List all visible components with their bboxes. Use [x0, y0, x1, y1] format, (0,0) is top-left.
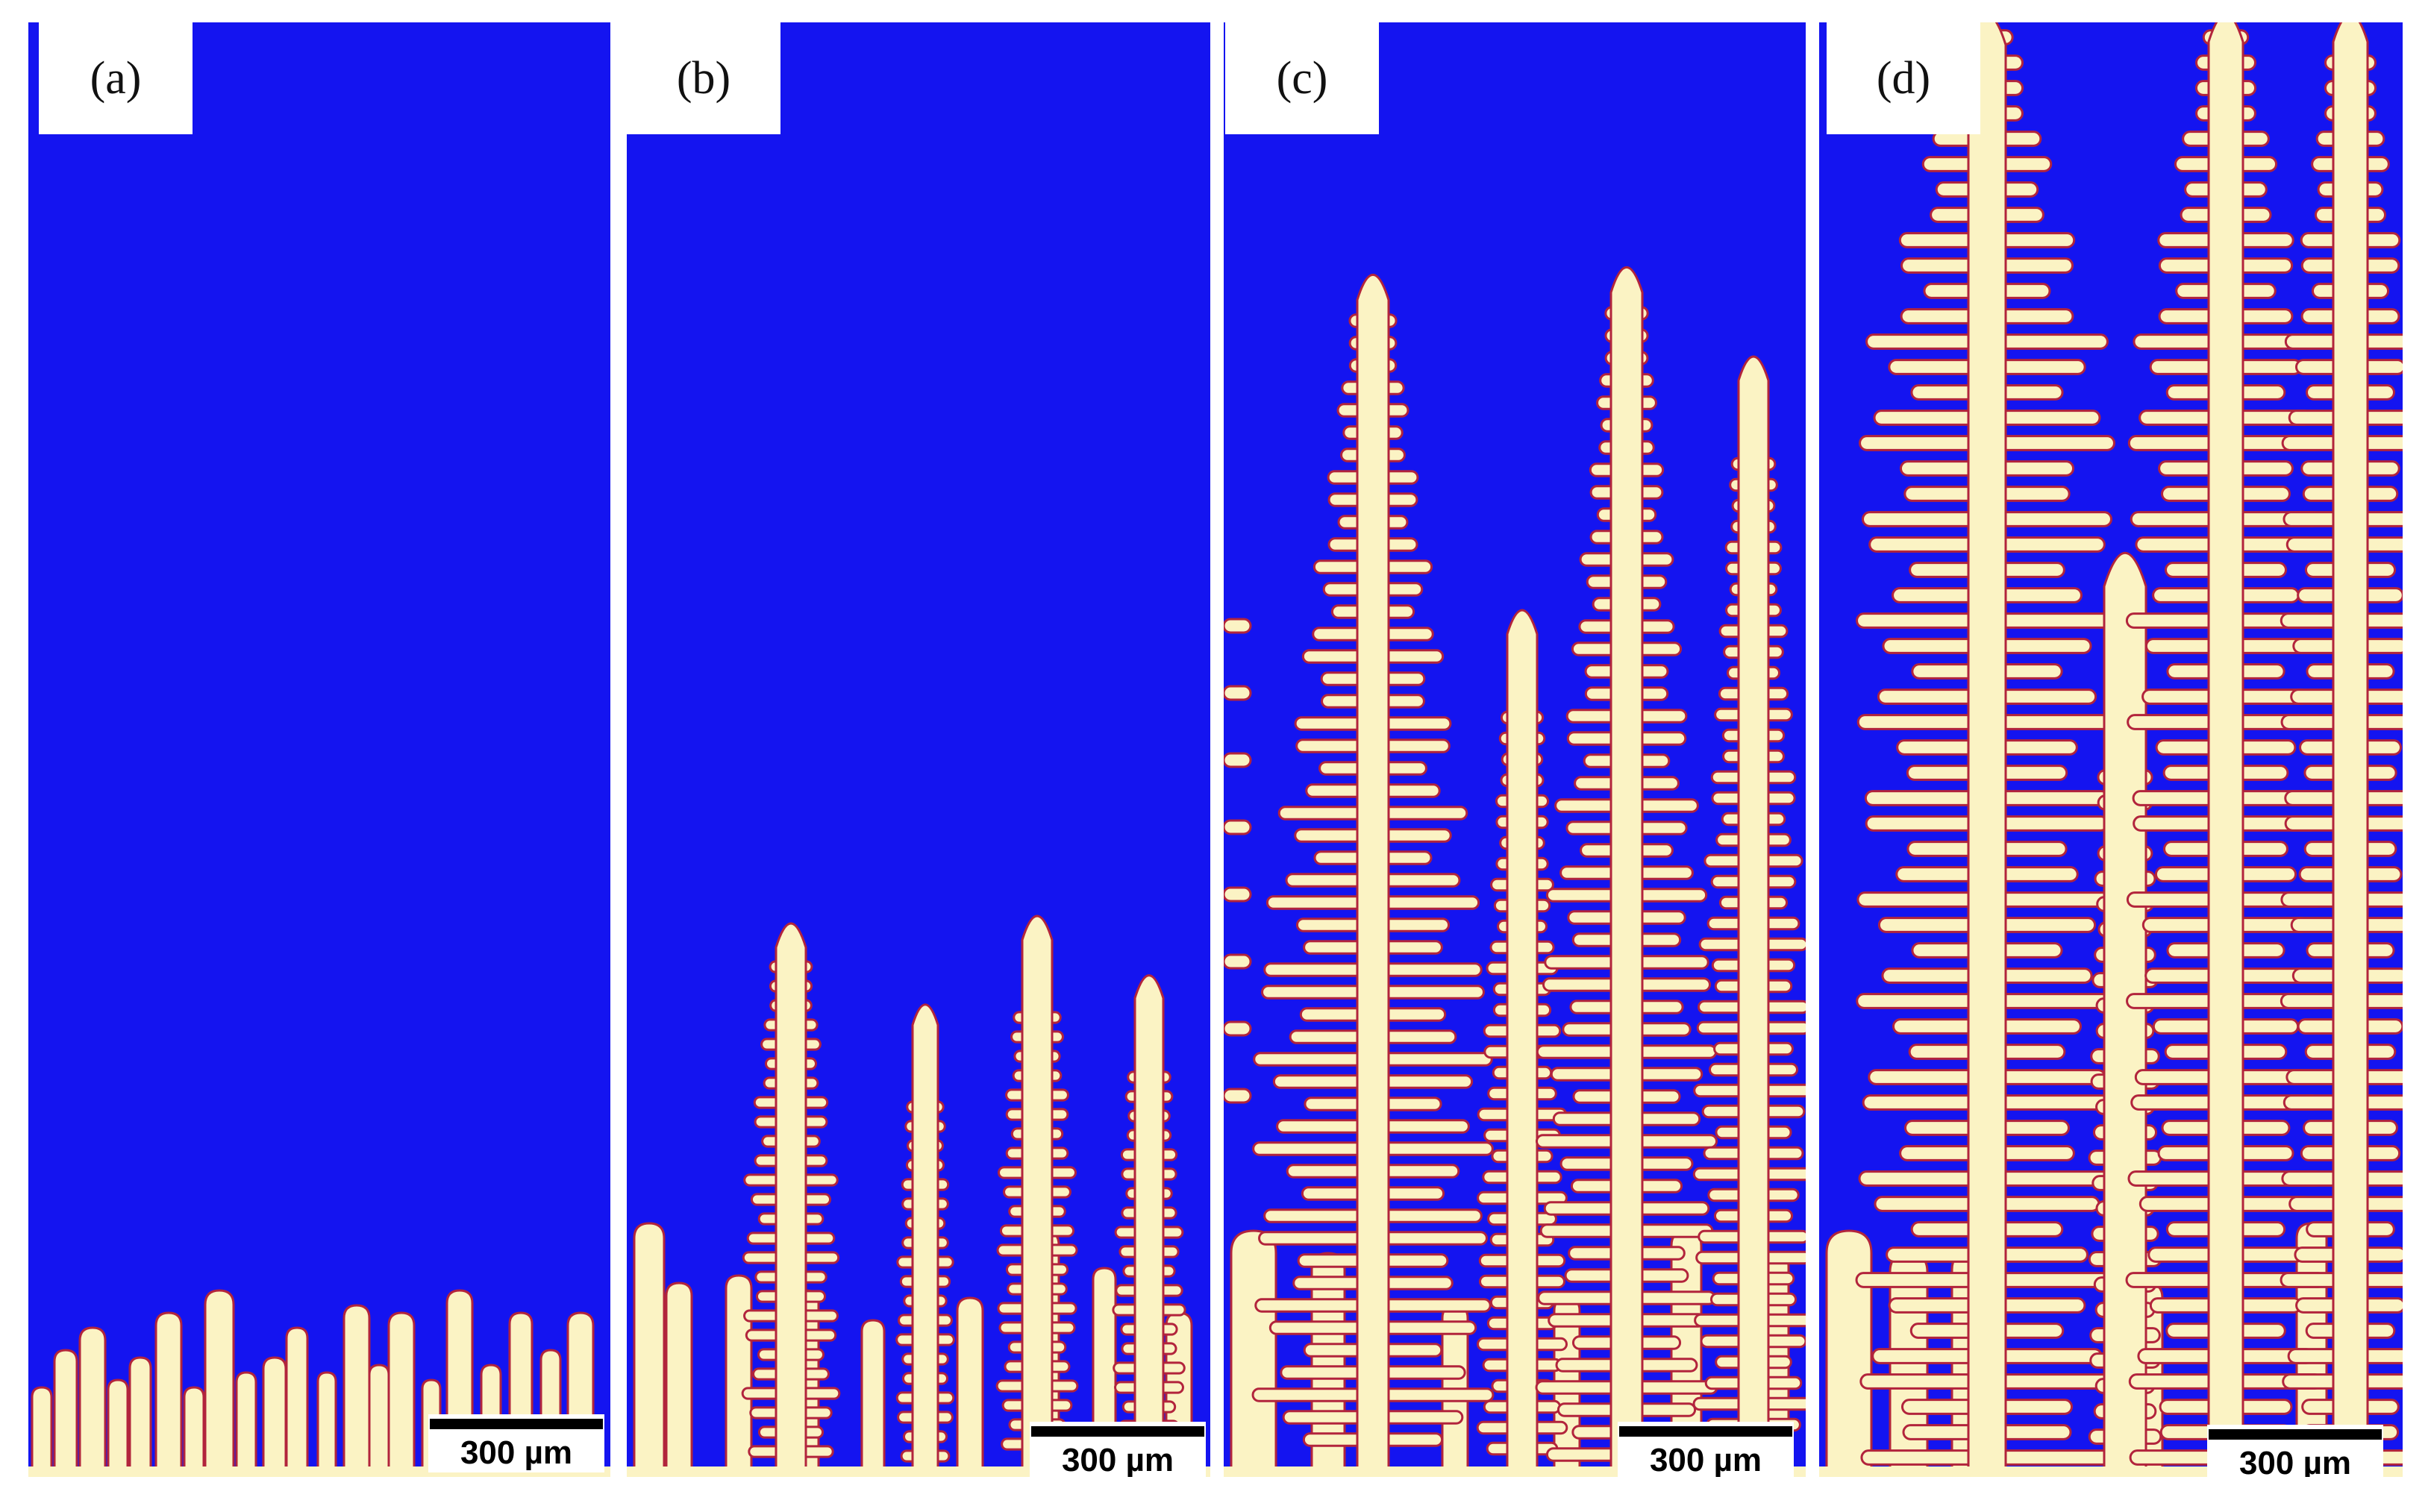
primary-dendrite [1356, 274, 1390, 1477]
scale-bar-line-b [1031, 1426, 1204, 1437]
primary-dendrite [2207, 22, 2244, 1477]
secondary-arm [1224, 953, 1252, 970]
dendrite-cell [1230, 1229, 1277, 1477]
panel-b: (b) 300 µm [627, 22, 1210, 1477]
scale-bar-c: 300 µm [1618, 1422, 1794, 1477]
dendrite-cell [235, 1371, 257, 1477]
dendrite-cell [725, 1274, 753, 1477]
secondary-arm [1224, 819, 1252, 835]
panel-c: (c) 300 µm [1224, 22, 1806, 1477]
primary-dendrite [1021, 915, 1054, 1477]
panel-label-box-b: (b) [627, 22, 780, 134]
dendrite-cell [1825, 1229, 1873, 1477]
dendrite-cell [860, 1319, 886, 1477]
primary-dendrite [1133, 974, 1165, 1477]
secondary-arm [1224, 886, 1252, 903]
dendrite-field-c [1224, 266, 1806, 1477]
panel-label-b: (b) [676, 52, 731, 104]
panel-d: (d) 300 µm [1819, 22, 2403, 1477]
secondary-arm [1224, 685, 1252, 701]
scale-bar-line-c [1619, 1426, 1792, 1437]
dendrite-cell [285, 1326, 309, 1477]
primary-dendrite [1609, 266, 1644, 1477]
dendrite-cell [665, 1282, 693, 1477]
dendrite-cell [633, 1222, 666, 1477]
secondary-arm [1224, 752, 1252, 768]
dendrite-cell [78, 1326, 107, 1477]
dendrite-cell [368, 1364, 390, 1477]
panel-label-d: (d) [1876, 52, 1931, 104]
dendrite-cell [183, 1386, 205, 1477]
dendrite-field-d [1819, 22, 2403, 1477]
scale-bar-b: 300 µm [1030, 1422, 1206, 1477]
primary-dendrite [911, 1003, 939, 1477]
dendrite-field-a [28, 1289, 610, 1477]
panel-label-c: (c) [1276, 52, 1328, 104]
secondary-arm [1224, 1020, 1252, 1037]
secondary-arm [1224, 618, 1252, 634]
secondary-arm [1224, 1088, 1252, 1104]
scale-bar-label-a: 300 µm [460, 1434, 573, 1471]
primary-dendrite [1737, 355, 1770, 1477]
dendrite-cell [956, 1296, 984, 1477]
panel-label-a: (a) [90, 52, 142, 104]
scale-bar-a: 300 µm [428, 1414, 604, 1472]
panel-label-box-d: (d) [1827, 22, 1980, 134]
dendrite-cell [342, 1304, 371, 1477]
panel-a: (a) 300 µm [28, 22, 610, 1477]
dendrite-cell [31, 1386, 53, 1477]
scale-bar-line-a [430, 1419, 603, 1429]
primary-dendrite [775, 922, 807, 1477]
dendrite-field-b [627, 915, 1210, 1477]
primary-dendrite [2103, 551, 2147, 1477]
dendrite-cell [53, 1349, 78, 1477]
dendrite-cell [387, 1311, 416, 1477]
scale-bar-label-b: 300 µm [1061, 1442, 1174, 1477]
panel-label-box-a: (a) [39, 22, 193, 134]
scale-bar-label-d: 300 µm [2238, 1445, 2352, 1477]
primary-dendrite [2332, 22, 2369, 1477]
scale-bar-line-d [2209, 1429, 2382, 1440]
dendrite-cell [107, 1378, 129, 1477]
dendrite-cell [154, 1311, 183, 1477]
primary-dendrite [1967, 22, 2007, 1477]
primary-dendrite [1506, 609, 1539, 1477]
scale-bar-label-c: 300 µm [1649, 1442, 1762, 1477]
panel-label-box-c: (c) [1225, 22, 1379, 134]
dendrite-cell [316, 1371, 337, 1477]
dendrite-cell [262, 1356, 287, 1477]
scale-bar-d: 300 µm [2207, 1425, 2383, 1477]
dendrite-cell [128, 1356, 152, 1477]
dendrite-cell [204, 1289, 235, 1477]
